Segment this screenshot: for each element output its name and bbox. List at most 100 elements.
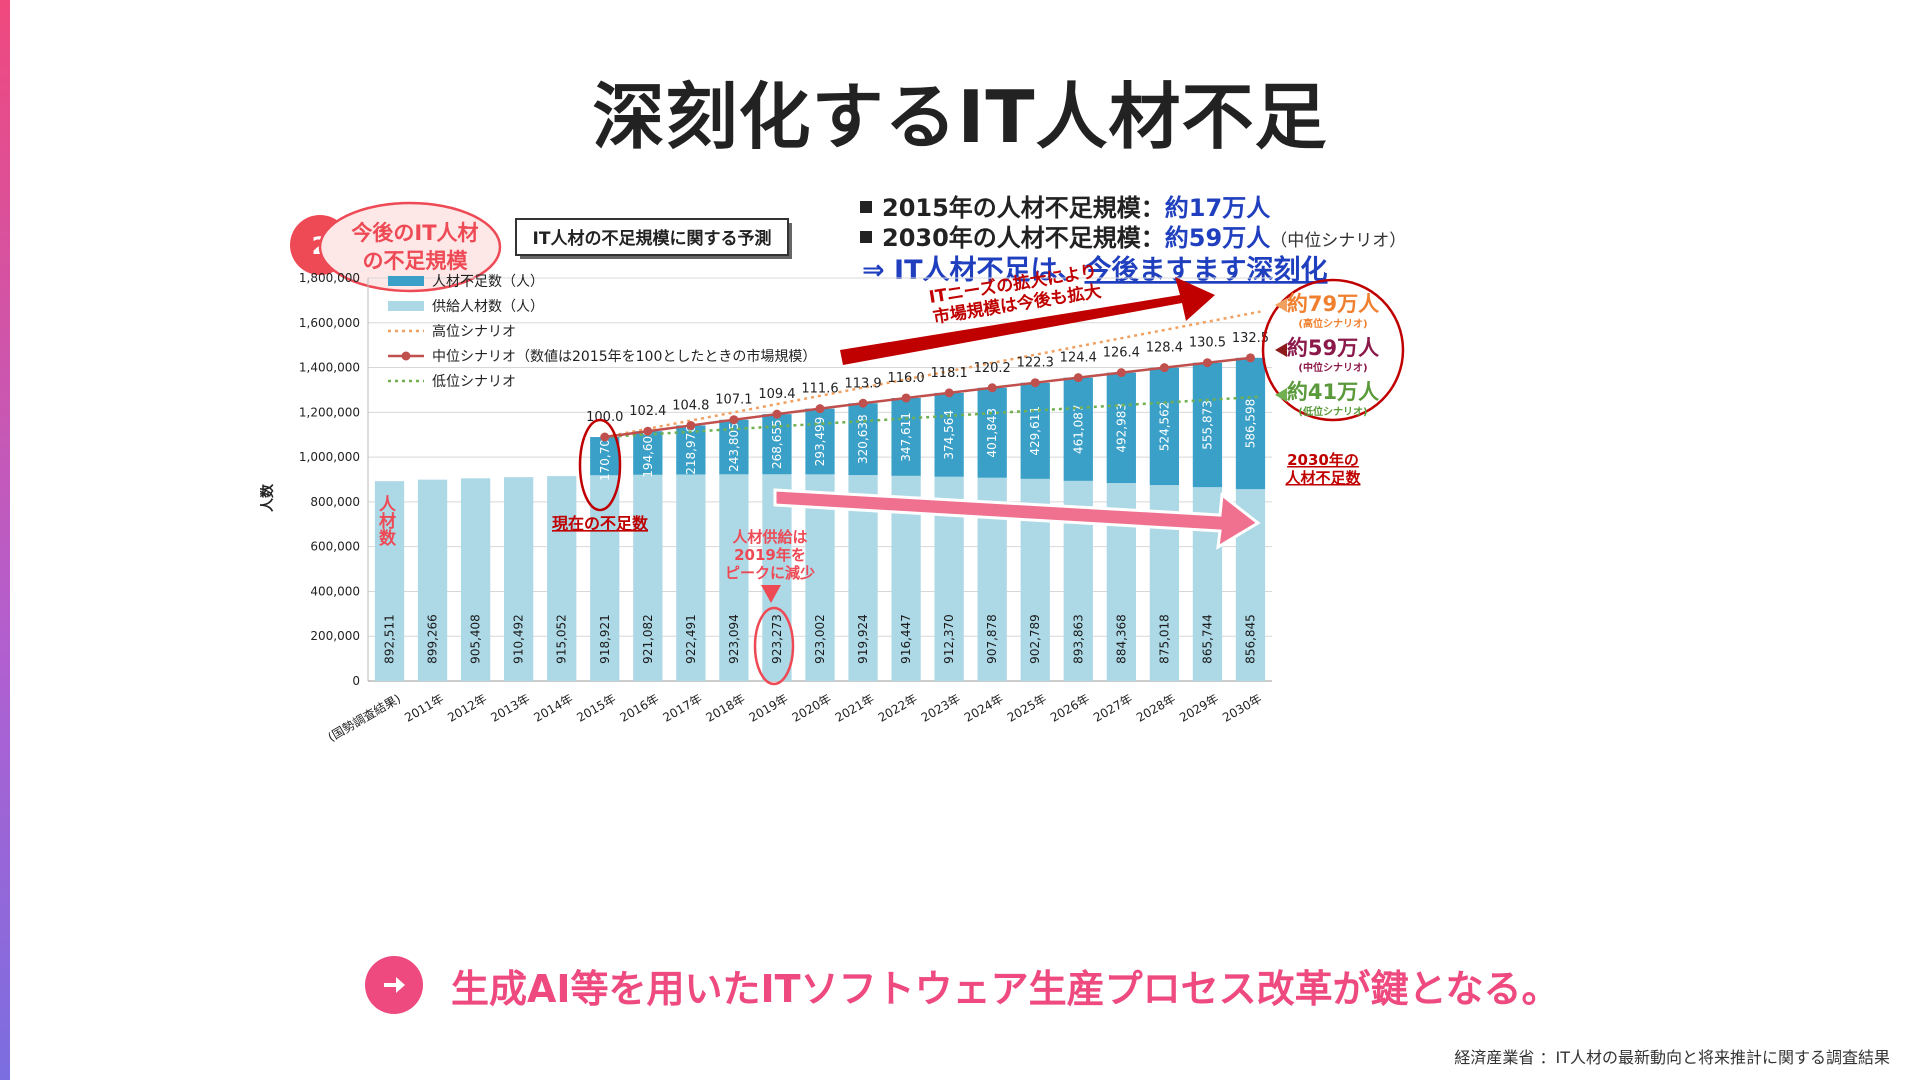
bar-supply-label: 907,878 [985,614,999,664]
bar-shortage [590,437,620,476]
bar-shortage [676,425,706,475]
bar-shortage-label: 555,873 [1200,400,1214,450]
y-tick-label: 400,000 [310,584,360,598]
bar-supply [374,481,405,681]
bar-supply-label: 919,924 [856,614,870,664]
bar-supply [633,474,663,681]
x-tick-label: 2026年 [1048,691,1092,724]
mid-scenario-point [987,383,997,393]
summary-bullet-1 [860,201,872,213]
x-tick-label: 2017年 [661,691,705,724]
bar-shortage-label: 347,611 [899,412,913,462]
bar-supply-label: 923,002 [813,614,827,664]
bar-shortage [1020,382,1050,479]
mid-scenario-point [1202,358,1212,368]
x-tick-label: 2020年 [790,691,834,724]
people-count-label: 人材数 [375,495,396,547]
mid-scenario-point [901,393,911,403]
x-tick-label: 2019年 [747,691,791,724]
bar-supply-label: 905,408 [469,614,483,664]
market-index-label: 128.4 [1146,341,1183,356]
mid-scenario-line [604,356,1251,439]
bar-shortage [1235,357,1266,490]
bar-shortage-label: 429,611 [1028,406,1042,456]
market-index-label: 111.6 [801,382,838,397]
chart-box-title-frame [515,218,789,256]
supply-peak-line1: 人材供給は [732,528,807,546]
y-tick-label: 1,200,000 [299,405,360,419]
bar-supply [504,477,534,681]
bar-shortage-label: 586,598 [1243,399,1257,449]
legend-swatch-shortage [388,276,424,286]
market-index-label: 113.9 [844,376,881,391]
market-index-label: 116.0 [887,371,924,386]
bar-supply-label: 902,789 [1028,614,1042,664]
market-index-label: 107.1 [715,393,752,408]
market-index-label: 126.4 [1103,346,1140,361]
bar-shortage-label: 401,843 [985,408,999,458]
source-citation: 経済産業省 ：IT人材の最新動向と将来推計に関する調査結果 [1454,1048,1890,1067]
x-axis-ticks: (国勢調査結果) 2011年 2012年 2013年 2014年 2015年 2016年 20… [325,691,1264,745]
supply-peak-triangle [761,585,781,603]
y-tick-label: 1,400,000 [299,361,360,375]
badge-ellipse [318,201,502,293]
mid-scenario-note: (中位シナリオ) [1298,361,1367,374]
badge-line1: 今後のIT人材 [351,221,478,245]
legend-swatch-mid-dot [401,351,411,361]
bar-supply-label: 923,273 [770,614,784,664]
bar-supply-label: 892,511 [383,614,397,664]
legend-swatch-supply [388,301,424,311]
low-scenario-note: (低位シナリオ) [1298,405,1367,418]
x-tick-label: 2012年 [445,691,489,724]
bar-shortage [934,392,964,477]
summary-bullet-2 [860,231,872,243]
legend: 人材不足数（人） 供給人材数（人） 高位シナリオ中位シナリオ（数値は2015年を10… [388,274,816,390]
bar-supply [762,474,792,681]
y-axis-label: 人数 [260,483,276,512]
x-tick-label: 2025年 [1005,691,1049,724]
y-tick-label: 800,000 [310,495,360,509]
bar-supply-label: 912,370 [942,614,956,664]
supply-decline-arrow [773,488,1261,550]
market-index-label: 102.4 [629,404,666,419]
legend-label-high: 高位シナリオ [432,323,516,340]
summary-line1: 2015年の人材不足規模：約17万人 [882,194,1270,222]
y-tick-label: 600,000 [310,540,360,554]
legend-label-mid: 中位シナリオ（数値は2015年を100としたときの市場規模） [432,348,816,365]
x-tick-label: 2029年 [1177,691,1221,724]
x-tick-label: 2030年 [1220,691,1264,724]
x-tick-label: 2022年 [876,691,920,724]
supply-peak-ellipse [753,606,795,686]
x-tick-label: 2015年 [574,691,618,724]
bar-supply-label: 893,863 [1071,614,1085,664]
bar-shortage [1192,362,1223,488]
bar-shortage-label: 293,499 [813,417,827,467]
bar-shortage-label: 194,608 [641,428,655,478]
page-title: 深刻化するIT人材不足 [592,75,1328,159]
market-index-label: 122.3 [1017,356,1054,371]
high-scenario-marker [1275,298,1287,312]
bar-shortage [891,397,921,476]
mid-scenario-point [729,415,739,425]
shortage-2030-line1: 2030年の [1287,451,1359,469]
bar-shortage-label: 524,562 [1157,402,1171,452]
summary-line1-label: 2015年の人材不足規模： [882,194,1165,222]
market-index-label: 109.4 [758,387,795,402]
bar-shortage-label: 492,983 [1114,403,1128,453]
legend-label-shortage: 人材不足数（人） [432,274,544,290]
mid-scenario-point [686,420,696,430]
bar-supply-label: 875,018 [1157,614,1171,664]
bar-shortage [633,431,663,475]
badge-line2: の不足規模 [363,249,469,273]
bar-supply-label: 884,368 [1114,614,1128,664]
chart-panel: 2 今後のIT人材 の不足規模 IT人材の不足規模に関する予測 2015年の人材… [259,185,1740,925]
mid-scenario-point [1030,378,1040,388]
legend-label-supply: 供給人材数（人） [432,299,544,315]
mid-scenario-point [858,398,868,408]
mid-scenario-point [1073,373,1083,383]
x-tick-label: 2023年 [919,691,963,724]
mid-scenario-value: 約59万人 [1287,336,1379,360]
mid-scenario-point [1245,353,1255,363]
bar-shortage [848,403,878,476]
legend-label-low: 低位シナリオ [432,374,516,390]
